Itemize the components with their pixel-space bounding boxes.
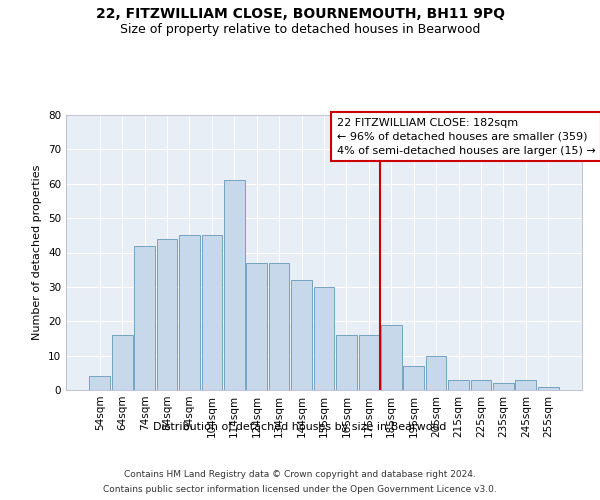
Y-axis label: Number of detached properties: Number of detached properties	[32, 165, 43, 340]
Text: 22 FITZWILLIAM CLOSE: 182sqm
← 96% of detached houses are smaller (359)
4% of se: 22 FITZWILLIAM CLOSE: 182sqm ← 96% of de…	[337, 118, 596, 156]
Bar	[134, 246, 155, 390]
Bar	[89, 376, 110, 390]
Bar	[179, 236, 200, 390]
Bar	[314, 287, 334, 390]
Bar	[157, 239, 178, 390]
Text: Distribution of detached houses by size in Bearwood: Distribution of detached houses by size …	[154, 422, 446, 432]
Bar	[426, 356, 446, 390]
Bar	[515, 380, 536, 390]
Bar	[269, 263, 289, 390]
Text: Contains public sector information licensed under the Open Government Licence v3: Contains public sector information licen…	[103, 485, 497, 494]
Bar	[493, 383, 514, 390]
Bar	[359, 335, 379, 390]
Text: Contains HM Land Registry data © Crown copyright and database right 2024.: Contains HM Land Registry data © Crown c…	[124, 470, 476, 479]
Bar	[403, 366, 424, 390]
Bar	[291, 280, 312, 390]
Bar	[224, 180, 245, 390]
Bar	[202, 236, 222, 390]
Bar	[538, 386, 559, 390]
Bar	[336, 335, 357, 390]
Bar	[112, 335, 133, 390]
Bar	[247, 263, 267, 390]
Text: Size of property relative to detached houses in Bearwood: Size of property relative to detached ho…	[120, 22, 480, 36]
Bar	[448, 380, 469, 390]
Bar	[470, 380, 491, 390]
Text: 22, FITZWILLIAM CLOSE, BOURNEMOUTH, BH11 9PQ: 22, FITZWILLIAM CLOSE, BOURNEMOUTH, BH11…	[95, 8, 505, 22]
Bar	[381, 324, 401, 390]
